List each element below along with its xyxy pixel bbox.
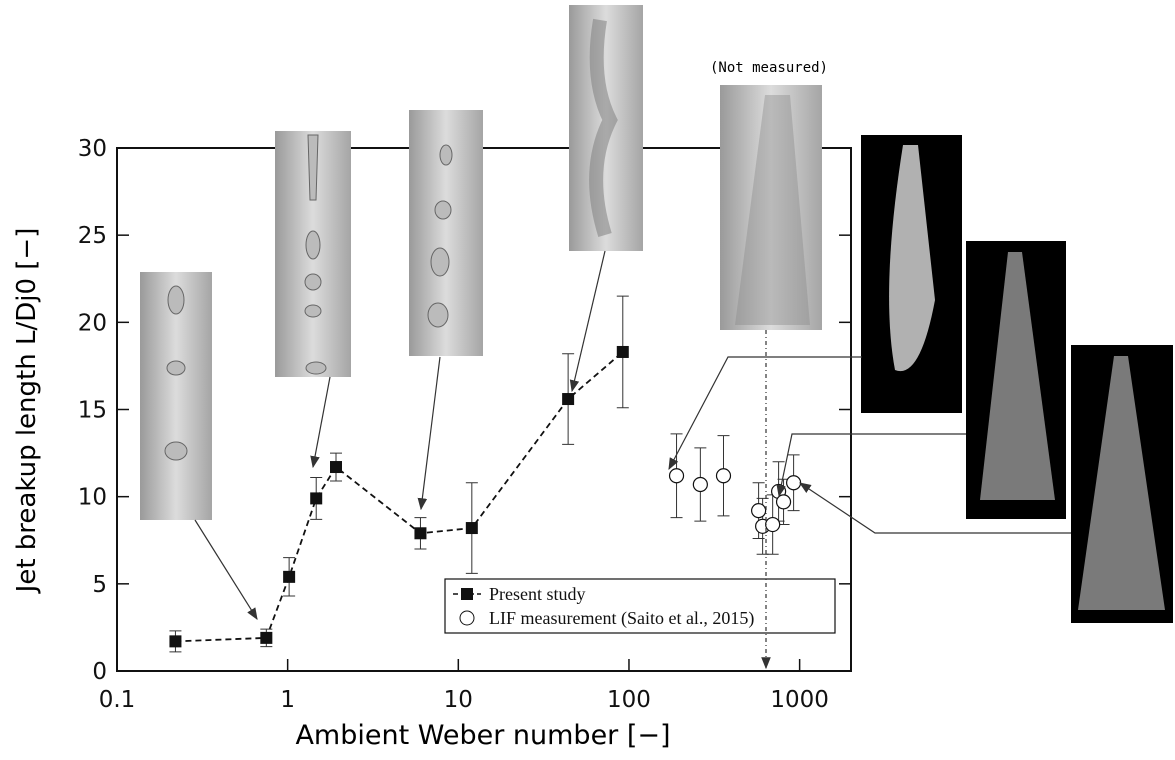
- point: [330, 461, 343, 474]
- x-tick-label: 100: [607, 687, 651, 713]
- point: [668, 468, 685, 484]
- legend-box: [444, 578, 836, 634]
- point: [310, 492, 323, 505]
- x-tick-label: 1: [280, 687, 295, 713]
- point: [692, 476, 708, 493]
- series-line: [175, 351, 624, 643]
- y-tick-label: 25: [78, 223, 107, 249]
- legend-label: LIF measurement (Saito et al., 2015): [489, 608, 754, 629]
- x-tick-label: 1000: [770, 687, 829, 713]
- point: [775, 494, 792, 510]
- y-axis-label: Jet breakup length L/Dj0 [−]: [12, 228, 42, 595]
- legend-marker: [459, 610, 475, 626]
- point: [260, 631, 273, 644]
- point: [283, 570, 296, 583]
- y-tick-label: 5: [92, 572, 107, 598]
- point: [169, 635, 182, 648]
- x-tick-label: 10: [444, 687, 473, 713]
- point: [414, 527, 427, 540]
- point: [465, 522, 478, 535]
- annotation: (Not measured): [710, 60, 828, 76]
- point: [616, 345, 629, 358]
- y-tick-label: 20: [78, 310, 107, 336]
- point: [765, 516, 781, 533]
- y-tick-label: 10: [78, 485, 107, 511]
- y-tick-label: 30: [78, 136, 107, 162]
- plot-area: 0.1 1 10 100 1000 0 5 10 15 20 25 30 Present study LI…: [78, 136, 852, 713]
- point: [751, 503, 767, 519]
- photos: [140, 5, 1173, 623]
- photo: [720, 85, 822, 330]
- point: [562, 393, 575, 406]
- legend-label: Present study: [489, 584, 586, 604]
- y-tick-label: 0: [92, 659, 107, 685]
- x-axis-label: Ambient Weber number [−]: [295, 720, 670, 751]
- arrows: [194, 250, 1071, 670]
- point: [715, 468, 732, 484]
- x-tick-label: 0.1: [99, 687, 136, 713]
- legend-marker: [461, 588, 473, 600]
- point: [786, 475, 802, 491]
- y-tick-label: 15: [78, 398, 107, 424]
